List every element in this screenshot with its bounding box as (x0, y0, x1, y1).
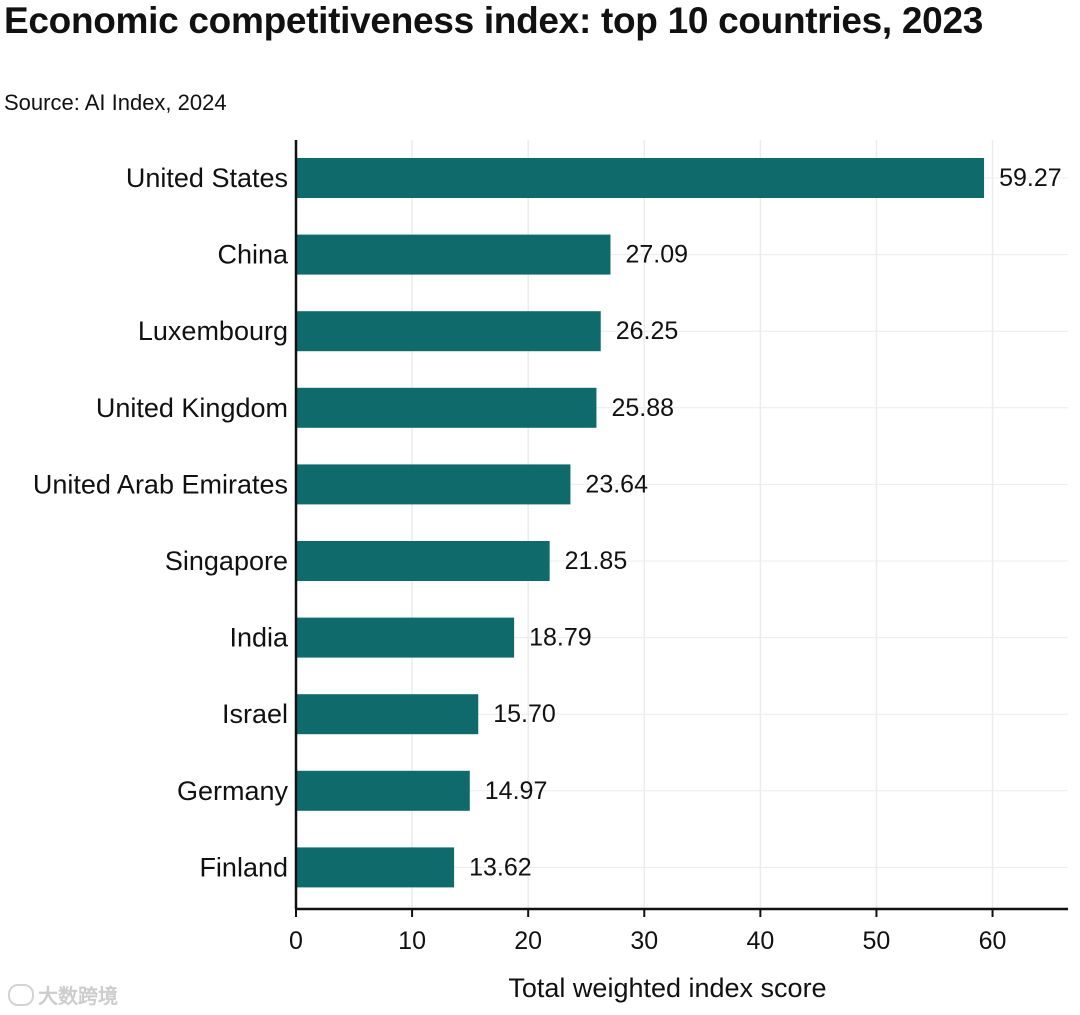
x-axis-title: Total weighted index score (508, 973, 826, 1003)
category-label: Singapore (165, 546, 288, 576)
x-tick-label: 10 (398, 927, 426, 955)
bar-india (296, 617, 515, 658)
category-label: India (229, 623, 289, 653)
x-tick-label: 0 (289, 927, 303, 955)
x-tick-label: 20 (514, 927, 542, 955)
category-label: Finland (199, 852, 288, 882)
value-label: 14.97 (485, 777, 548, 805)
bar-united-states (296, 158, 985, 198)
category-label: United Arab Emirates (33, 469, 288, 499)
bar-singapore (296, 541, 550, 581)
category-label: United Kingdom (96, 393, 288, 423)
bar-china (296, 234, 611, 275)
value-label: 13.62 (469, 853, 532, 881)
bar-luxembourg (296, 311, 601, 352)
value-label: 59.27 (999, 164, 1062, 192)
value-label: 27.09 (625, 241, 688, 269)
bar-united-arab-emirates (296, 464, 571, 505)
bar-finland (296, 847, 455, 888)
labels: United States 59.27 China 27.09 Luxembourg 26… (33, 163, 1062, 882)
category-label: United States (126, 163, 288, 193)
x-tick-label: 30 (630, 927, 658, 955)
logo-icon (8, 983, 34, 1006)
axes: 0 10 20 30 40 50 60 (289, 140, 1068, 955)
bar-united-kingdom (296, 387, 597, 428)
chart-subtitle: Source: AI Index, 2024 (4, 90, 227, 115)
category-label: Germany (177, 776, 289, 806)
category-label: Luxembourg (138, 316, 288, 346)
category-label: China (217, 240, 289, 270)
value-label: 25.88 (611, 394, 674, 422)
bar-germany (296, 770, 470, 811)
value-label: 15.70 (493, 700, 556, 728)
bars (296, 158, 985, 888)
x-tick-label: 60 (979, 927, 1007, 955)
x-tick-label: 40 (746, 927, 774, 955)
x-tick-label: 50 (863, 927, 891, 955)
bar-israel (296, 694, 479, 735)
value-label: 23.64 (585, 470, 648, 498)
value-label: 21.85 (565, 547, 628, 575)
category-label: Israel (222, 699, 288, 729)
value-label: 26.25 (616, 317, 679, 345)
chart-title: Economic competitiveness index: top 10 c… (4, 0, 984, 41)
watermark-text: 大数跨境 (38, 986, 118, 1008)
value-label: 18.79 (529, 624, 592, 652)
watermark: 大数跨境 (8, 980, 118, 1009)
